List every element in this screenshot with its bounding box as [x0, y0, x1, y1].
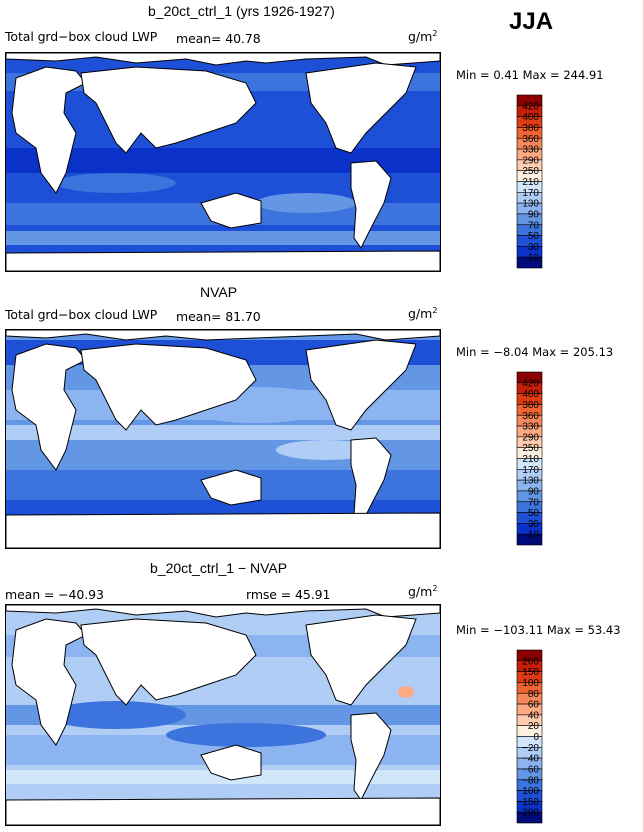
panel-1-variable: Total grd−box cloud LWP [5, 29, 158, 44]
colorbar-level-label: 400 [522, 112, 539, 123]
colorbar-level-label: 30 [528, 519, 540, 530]
colorbar-swatch [516, 533, 543, 546]
colorbar-level-label: −150 [516, 797, 539, 808]
colorbar-level-label: −60 [522, 764, 539, 775]
map-continents [6, 53, 440, 271]
colorbar-level-label: 420 [522, 378, 539, 389]
colorbar-level-label: 170 [522, 465, 539, 476]
colorbar-level-label: 400 [522, 389, 539, 400]
colorbar-level-label: 250 [522, 166, 539, 177]
panel-3-rmse: rmse = 45.91 [246, 587, 331, 602]
colorbar-swatch [516, 256, 543, 269]
colorbar-level-label: 20 [528, 721, 540, 732]
colorbar-level-label: 100 [522, 678, 539, 689]
panel-1-map [5, 52, 441, 272]
panel-2-mean: mean= 81.70 [176, 309, 261, 324]
panel-2-minmax: Min = −8.04 Max = 205.13 [456, 345, 614, 359]
colorbar-level-label: 360 [522, 411, 539, 422]
panel-3-minmax: Min = −103.11 Max = 53.43 [456, 623, 621, 637]
panel-2-title: NVAP [200, 284, 238, 300]
colorbar-level-label: 0 [533, 732, 539, 743]
colorbar-level-label: 80 [528, 689, 540, 700]
colorbar-level-label: −40 [522, 754, 539, 765]
colorbar-level-label: 130 [522, 199, 539, 210]
map-continents [6, 330, 440, 548]
colorbar-level-label: 60 [528, 700, 540, 711]
colorbar-level-label: 90 [528, 486, 540, 497]
colorbar-level-label: 30 [528, 242, 540, 253]
colorbar-level-label: −200 [516, 808, 539, 819]
colorbar-level-label: 10 [528, 253, 540, 264]
colorbar-level-label: 150 [522, 667, 539, 678]
colorbar-level-label: 170 [522, 188, 539, 199]
season-label: JJA [509, 8, 554, 35]
panel-3-mean: mean = −40.93 [5, 587, 104, 602]
colorbar-level-label: 70 [528, 220, 540, 231]
colorbar-level-label: 290 [522, 432, 539, 443]
colorbar-level-label: 380 [522, 123, 539, 134]
colorbar-level-label: 90 [528, 209, 540, 220]
panel-3-map [5, 604, 441, 826]
colorbar-swatch [516, 811, 543, 824]
colorbar-level-label: 330 [522, 422, 539, 433]
map-continents [6, 605, 440, 825]
colorbar-level-label: 130 [522, 476, 539, 487]
panel-3-colorbar: 200 150 100 80 60 40 20 0 −20 −40 −60 −80 −100 −150 −2… [516, 649, 577, 824]
colorbar-level-label: 210 [522, 177, 539, 188]
colorbar-level-label: 10 [528, 530, 540, 541]
panel-3-units: g/m2 [408, 584, 438, 600]
colorbar-level-label: 420 [522, 101, 539, 112]
panel-2-colorbar: 420 400 380 360 330 290 250 210 170 130 90 70 50 30 10 [516, 371, 577, 546]
colorbar-level-label: 50 [528, 508, 540, 519]
panel-2-variable: Total grd−box cloud LWP [5, 307, 158, 322]
panel-1-colorbar: 420 400 380 360 330 290 250 210 170 130 90 70 50 30 10 [516, 94, 577, 269]
colorbar-level-label: 210 [522, 454, 539, 465]
colorbar-level-label: −100 [516, 786, 539, 797]
colorbar-level-label: 360 [522, 134, 539, 145]
panel-2-units: g/m2 [408, 306, 438, 322]
colorbar-level-label: 330 [522, 145, 539, 156]
panel-1-minmax: Min = 0.41 Max = 244.91 [456, 68, 604, 82]
colorbar-level-label: 290 [522, 155, 539, 166]
colorbar-level-label: 380 [522, 400, 539, 411]
panel-2-map [5, 329, 441, 549]
panel-3-title: b_20ct_ctrl_1 − NVAP [150, 560, 288, 576]
colorbar-level-label: 200 [522, 656, 539, 667]
panel-1-title: b_20ct_ctrl_1 (yrs 1926-1927) [148, 3, 335, 19]
colorbar-level-label: 40 [528, 710, 540, 721]
colorbar-level-label: 70 [528, 497, 540, 508]
colorbar-level-label: −80 [522, 775, 539, 786]
panel-1-units: g/m2 [408, 29, 438, 45]
colorbar-level-label: 250 [522, 443, 539, 454]
colorbar-level-label: 50 [528, 231, 540, 242]
panel-1-mean: mean= 40.78 [176, 31, 261, 46]
colorbar-level-label: −20 [522, 743, 539, 754]
